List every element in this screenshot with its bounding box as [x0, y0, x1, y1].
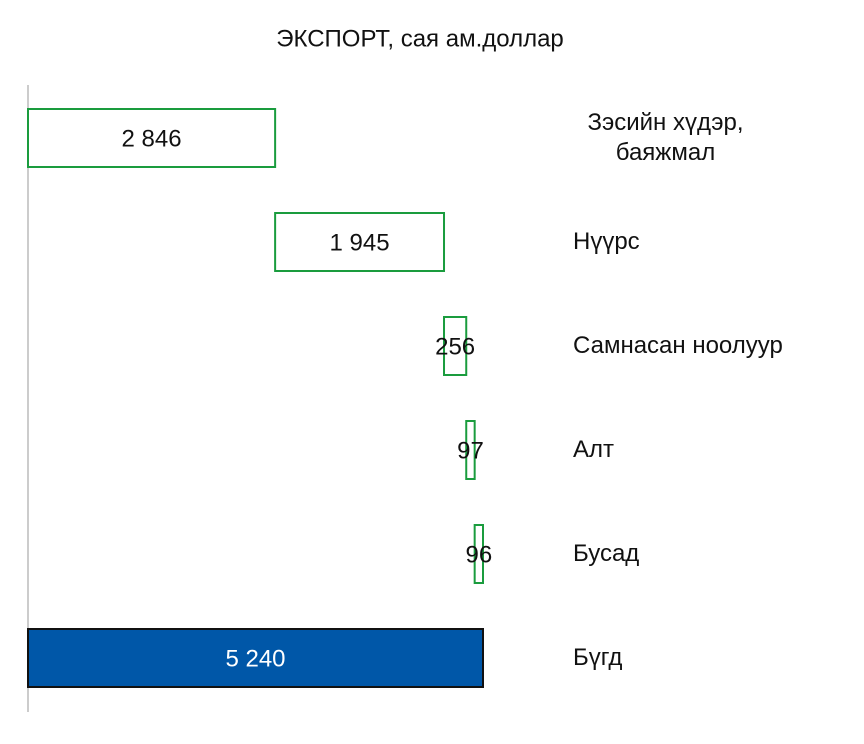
chart-title: ЭКСПОРТ, сая ам.доллар	[276, 25, 564, 52]
value-label: 97	[457, 437, 484, 464]
bar	[443, 316, 468, 376]
bar	[473, 524, 485, 584]
value-label: 5 240	[225, 645, 285, 672]
category-label: Алт	[573, 436, 615, 463]
category-label: Зэсийн хүдэр, баяжмал	[587, 109, 744, 166]
bar	[27, 108, 277, 168]
category-label: Бүгд	[573, 644, 623, 671]
value-label: 1 945	[330, 229, 390, 256]
total-bar	[27, 628, 484, 688]
bar	[274, 212, 446, 272]
category-label: Нүүрс	[573, 228, 640, 255]
value-label: 2 846	[122, 125, 182, 152]
category-label: Самнасан ноолуур	[573, 332, 783, 359]
value-label: 256	[435, 333, 475, 360]
bar	[465, 420, 476, 480]
category-label: Бусад	[573, 540, 640, 567]
value-label: 96	[465, 541, 492, 568]
